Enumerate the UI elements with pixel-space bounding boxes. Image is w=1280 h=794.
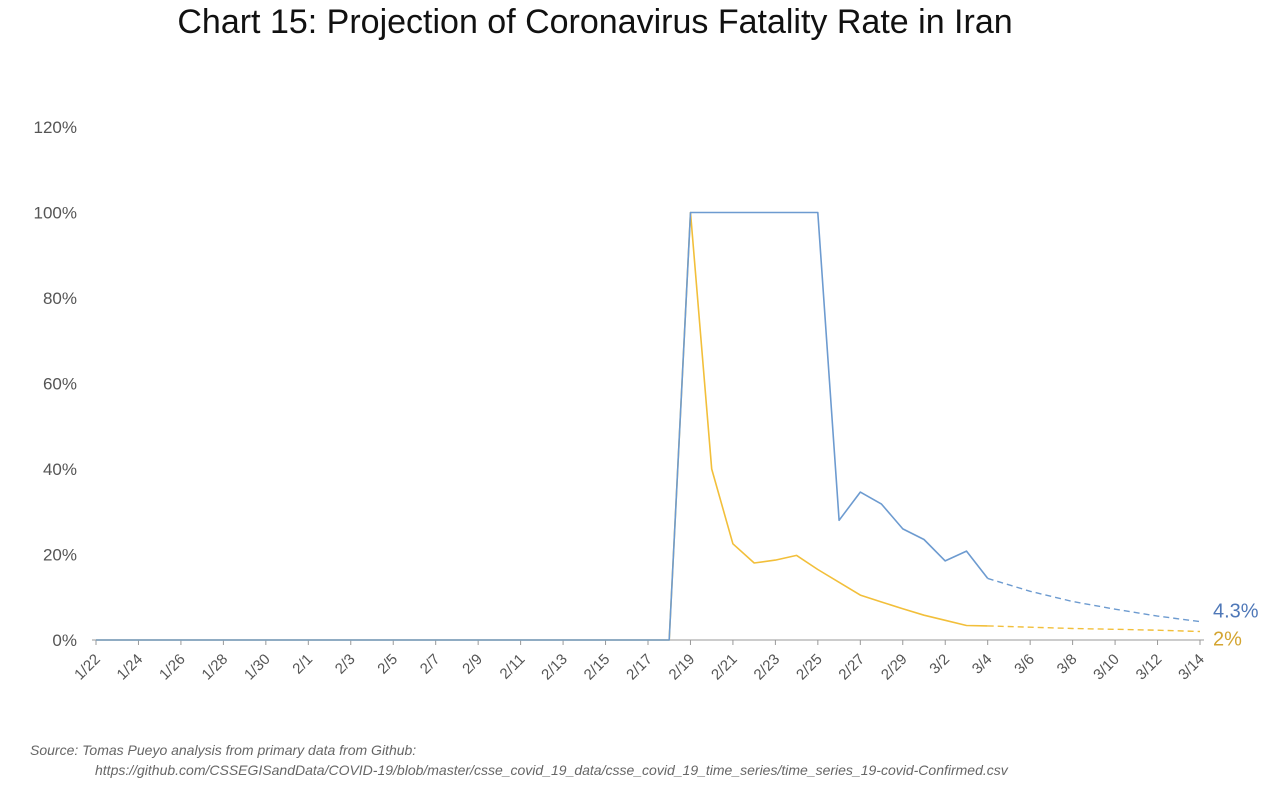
x-tick-label: 3/8	[1054, 651, 1081, 678]
x-tick-label: 1/24	[114, 651, 147, 684]
series-line-projected	[987, 625, 1201, 633]
series-line-actual	[96, 211, 989, 641]
y-tick-label: 20%	[43, 546, 77, 565]
y-tick-label: 100%	[34, 204, 77, 223]
x-tick-label: 1/22	[71, 651, 104, 684]
x-tick-label: 2/27	[835, 651, 868, 684]
x-tick-label: 2/15	[581, 651, 614, 684]
source-note: Source: Tomas Pueyo analysis from primar…	[30, 740, 1008, 780]
x-tick-label: 2/23	[751, 651, 784, 684]
series-end-label: 2%	[1213, 628, 1242, 650]
x-tick-label: 2/21	[708, 651, 741, 684]
y-tick-label: 80%	[43, 289, 77, 308]
x-tick-label: 2/5	[374, 651, 401, 678]
x-tick-label: 2/9	[459, 651, 486, 678]
series-line-projected	[987, 577, 1201, 623]
x-tick-label: 3/14	[1175, 651, 1208, 684]
x-tick-label: 2/7	[417, 651, 444, 678]
x-axis: 1/22 1/24 1/26 1/28 1/30 2/1 2/3 2/5 2/7 2/9 2/11 2…	[71, 639, 1208, 684]
y-tick-label: 60%	[43, 375, 77, 394]
series-lines	[96, 211, 1201, 641]
x-tick-label: 3/10	[1090, 651, 1123, 684]
x-tick-label: 3/6	[1011, 651, 1038, 678]
x-tick-label: 2/11	[497, 651, 529, 683]
x-tick-label: 2/17	[623, 651, 656, 684]
y-tick-label: 120%	[34, 118, 77, 137]
x-tick-label: 3/2	[926, 651, 953, 678]
source-url: https://github.com/CSSEGISandData/COVID-…	[95, 762, 1008, 778]
series-end-label: 4.3%	[1213, 601, 1259, 623]
x-tick-label: 1/30	[241, 651, 274, 684]
series-line-actual	[96, 211, 988, 641]
end-labels: 4.3% 2%	[1213, 601, 1259, 651]
y-tick-label: 0%	[52, 631, 77, 650]
chart-title: Chart 15: Projection of Coronavirus Fata…	[177, 3, 1013, 41]
x-tick-label: 3/4	[969, 651, 996, 678]
y-axis: 0% 20% 40% 60% 80% 100% 120%	[34, 118, 77, 650]
line-chart: 0%20%40%60%80%100%120% 1/22 1/24 1/26 1/28 1…	[34, 118, 1259, 684]
x-tick-label: 1/26	[156, 651, 189, 684]
y-tick-label: 40%	[43, 460, 77, 479]
x-tick-label: 2/25	[793, 651, 826, 684]
x-tick-label: 2/19	[666, 651, 699, 684]
x-tick-label: 2/13	[538, 651, 571, 684]
source-text: Source: Tomas Pueyo analysis from primar…	[30, 742, 417, 758]
x-tick-label: 2/1	[289, 651, 316, 678]
x-tick-label: 3/12	[1133, 651, 1166, 684]
x-tick-label: 2/3	[332, 651, 359, 678]
x-tick-label: 2/29	[878, 651, 911, 684]
x-tick-label: 1/28	[199, 651, 232, 684]
